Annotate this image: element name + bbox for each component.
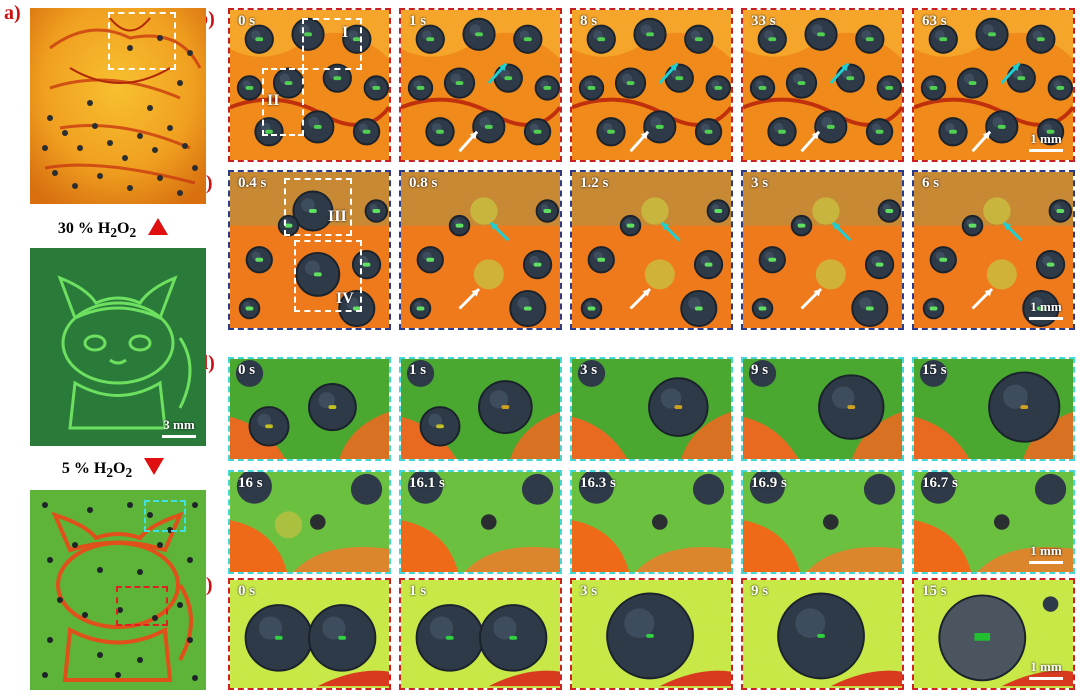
row-e-frame-image-3 [572,580,731,688]
row-e-frame-4: 9 s [741,578,904,690]
row-d2-frame-4: 16.9 s [741,470,904,574]
panel-a-middle-image: 3 mm [30,248,206,446]
row-b-frame-1: 0 s I II [228,8,391,162]
row-d1-frame-3: 3 s [570,357,733,461]
row-b-frame-image-4 [743,10,902,160]
row-c-frame-image-5 [914,172,1073,328]
row-c-frame-5: 6 s 1 mm [912,170,1075,330]
row-c-frame-4: 3 s [741,170,904,330]
time-label: 0 s [238,583,256,599]
row-c-frame-image-3 [572,172,731,328]
panel-a-scale-bar: 3 mm [162,417,196,438]
row-e-frame-5: 15 s 1 mm [912,578,1075,690]
time-label: 1 s [409,583,427,599]
time-label: 6 s [922,175,940,191]
time-label: 8 s [580,13,598,29]
row-d2-frame-1: 16 s [228,470,391,574]
row-d1-frame-2: 1 s [399,357,562,461]
arrow-down-icon [144,458,165,475]
row-d2-frame-image-3 [572,472,731,572]
scale-bar: 1 mm [1029,659,1063,680]
row-b-frame-image-5 [914,10,1073,160]
row-d1-frame-image-2 [401,359,560,459]
condition-5-label: 5 % H2O2 [0,458,226,481]
row-b-frame-3: 8 s [570,8,733,162]
row-e-frame-image-1 [230,580,389,688]
panel-a-bottom-roi-red [116,586,168,626]
row-e-frame-image-4 [743,580,902,688]
row-b-frame-image-2 [401,10,560,160]
region-label-II: II [267,92,280,109]
row-d1-frame-image-1 [230,359,389,459]
row-d2-frame-image-5 [914,472,1073,572]
row-d2-frame-3: 16.3 s [570,470,733,574]
row-d1-frame-image-4 [743,359,902,459]
row-d1-frame-1: 0 s [228,357,391,461]
time-label: 0.4 s [238,175,267,191]
row-b-frame-image-1 [230,10,389,160]
panel-a-bottom-image [30,490,206,690]
time-label: 3 s [751,175,769,191]
row-d2-frame-5: 16.7 s 1 mm [912,470,1075,574]
time-label: 16.3 s [580,475,616,491]
time-label: 3 s [580,362,598,378]
time-label: 63 s [922,13,947,29]
time-label: 0 s [238,362,256,378]
scale-bar: 1 mm [1029,299,1063,320]
row-e-frame-2: 1 s [399,578,562,690]
time-label: 9 s [751,362,769,378]
row-d2-frame-2: 16.1 s [399,470,562,574]
panel-a-bottom-roi-cyan [144,500,186,532]
row-c-frame-image-2 [401,172,560,328]
time-label: 0 s [238,13,256,29]
panel-a-top-image [30,8,206,204]
row-e-frame-image-2 [401,580,560,688]
row-c-frame-3: 1.2 s [570,170,733,330]
arrow-up-icon [148,218,169,235]
row-c-frame-image-1 [230,172,389,328]
time-label: 3 s [580,583,598,599]
time-label: 0.8 s [409,175,438,191]
time-label: 1.2 s [580,175,609,191]
time-label: 16.1 s [409,475,445,491]
region-box-IV [294,240,362,312]
condition-30-label: 30 % H2O2 [0,218,226,241]
row-d1-frame-4: 9 s [741,357,904,461]
row-e-frame-1: 0 s [228,578,391,690]
time-label: 33 s [751,13,776,29]
time-label: 16.9 s [751,475,787,491]
region-label-III: III [328,208,347,225]
row-c-frame-2: 0.8 s [399,170,562,330]
region-box-III [284,178,352,236]
row-d2-frame-image-4 [743,472,902,572]
time-label: 1 s [409,13,427,29]
time-label: 1 s [409,362,427,378]
time-label: 16.7 s [922,475,958,491]
time-label: 16 s [238,475,263,491]
row-d2-frame-image-2 [401,472,560,572]
row-c-frame-1: 0.4 s III IV [228,170,391,330]
region-box-II [262,68,304,136]
row-e-frame-3: 3 s [570,578,733,690]
time-label: 9 s [751,583,769,599]
row-d1-frame-image-5 [914,359,1073,459]
region-label-I: I [342,24,349,41]
region-label-IV: IV [336,290,354,307]
row-b-frame-2: 1 s [399,8,562,162]
row-d2-frame-image-1 [230,472,389,572]
row-b-frame-image-3 [572,10,731,160]
scale-bar: 1 mm [1029,131,1063,152]
row-d1-frame-image-3 [572,359,731,459]
row-e-frame-image-5 [914,580,1073,688]
scale-bar: 1 mm [1029,543,1063,564]
time-label: 15 s [922,362,947,378]
row-d1-frame-5: 15 s [912,357,1075,461]
row-c-frame-image-4 [743,172,902,328]
panel-a-top-roi-box [108,12,176,70]
row-b-frame-4: 33 s [741,8,904,162]
region-box-I [302,18,362,70]
row-b-frame-5: 63 s 1 mm [912,8,1075,162]
panel-label-a: a) [4,2,21,24]
time-label: 15 s [922,583,947,599]
